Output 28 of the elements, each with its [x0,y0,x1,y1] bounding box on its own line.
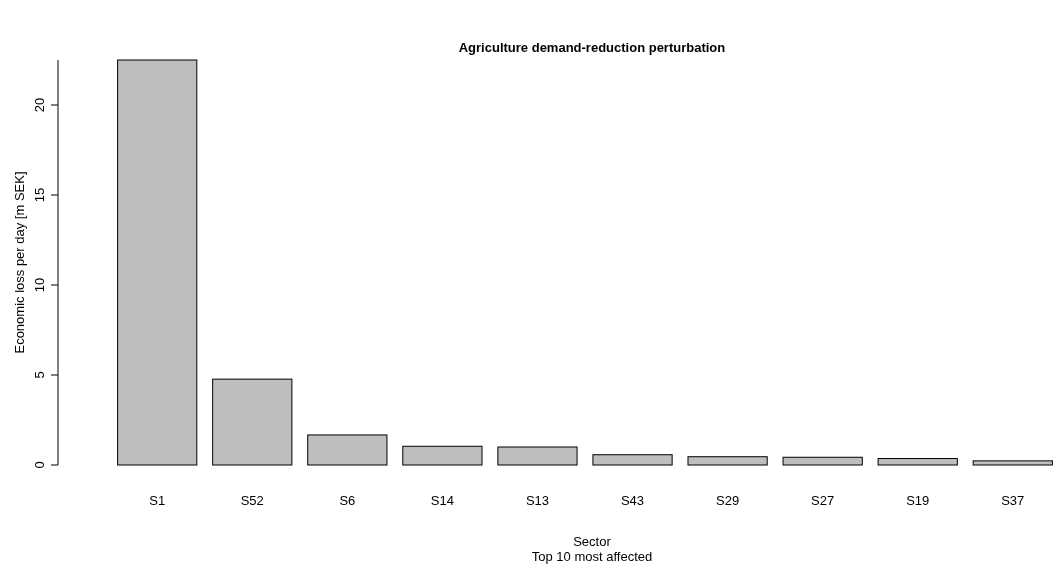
x-tick-label: S13 [525,493,550,508]
bar [117,59,198,466]
y-tick-label: 0 [32,461,47,469]
y-tick-label: 15 [32,187,47,203]
x-tick-label: S19 [906,493,930,508]
x-axis-title: Sector Top 10 most affected [531,534,653,564]
bar [877,458,958,466]
bar [592,454,673,466]
y-tick-label: 20 [32,97,47,113]
x-tick-label: S29 [716,493,740,508]
x-tick-label: S52 [240,493,264,508]
bar [402,445,483,466]
x-tick-label: S14 [430,493,454,508]
y-axis-title: Economic loss per day [m SEK] [12,171,27,354]
bar [497,446,578,466]
x-tick-label: S6 [339,493,356,508]
chart-title: Agriculture demand-reduction perturbation [458,40,726,55]
bar [782,456,863,466]
x-tick-label: S1 [149,493,166,508]
x-tick-label: S43 [620,493,645,508]
bar [307,434,388,466]
bar [212,378,293,466]
y-tick-label: 10 [32,277,47,293]
x-tick-label: S27 [811,493,835,508]
y-tick-label: 5 [32,371,47,379]
bar [687,456,768,466]
x-tick-label: S37 [1001,493,1025,508]
bar [972,460,1053,466]
